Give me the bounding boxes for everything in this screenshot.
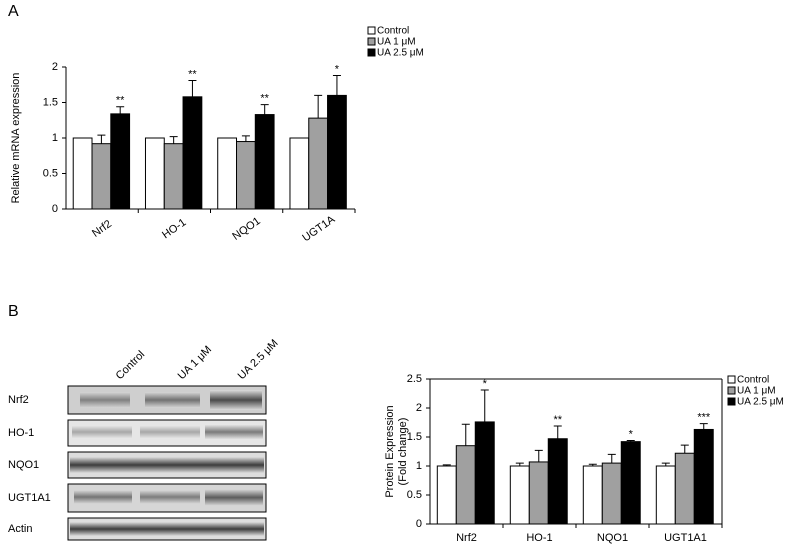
bar [547,438,568,525]
bar [582,465,603,525]
legend-label: UA 2.5 μM [377,48,424,59]
y-tick-label: 1 [416,460,422,472]
legend-label: Control [377,26,409,37]
error-bar [332,75,341,96]
legend-label: UA 2.5 μM [737,397,784,408]
legend-swatch [367,48,376,57]
error-bar [553,425,562,439]
error-bar [607,453,616,464]
error-bar [169,136,178,144]
significance-label: * [483,378,488,390]
y-tick-label: 0 [416,518,422,530]
y-tick-label: 1.5 [43,96,58,108]
y-tick-label: 2 [416,402,422,414]
error-bar [661,462,670,466]
y-tick-label: 2.5 [407,373,422,385]
significance-label: *** [697,412,711,424]
bar [528,461,549,525]
significance-label: ** [553,414,562,426]
x-tick-label: NQO1 [597,532,628,544]
blot-column-label: Control [114,349,148,383]
x-tick-label: HO-1 [526,532,552,544]
bar [289,137,310,210]
bar [308,117,329,210]
legend-label: Control [737,375,769,386]
bar [509,465,530,525]
x-tick-label: UGT1A1 [664,532,707,544]
blot-column-label: UA 1 μM [176,344,214,382]
bar [217,137,238,210]
y-axis-label: Protein Expression [384,405,396,497]
blot-row-label: Nrf2 [8,394,29,406]
error-bar [699,423,708,430]
x-tick-label: Nrf2 [456,532,477,544]
error-bar [188,79,197,97]
bar [182,96,203,210]
error-bar [480,389,489,422]
significance-label: ** [116,95,125,107]
bar [474,421,495,525]
x-tick-label: NQO1 [230,215,262,243]
error-bar [260,104,269,115]
error-bar [534,449,543,462]
legend-swatch [367,37,376,46]
significance-label: ** [260,93,269,105]
bar [455,445,476,525]
panel-label: A [8,3,19,20]
significance-label: ** [188,68,197,80]
bar [144,137,165,210]
panel-label: B [8,303,19,320]
blot-column-label: UA 2.5 μM [236,337,281,382]
blot-row-label: NQO1 [8,459,39,471]
bar [110,113,131,210]
legend-label: UA 1 μM [377,37,416,48]
x-tick-label: HO-1 [160,216,188,241]
bar [327,94,347,210]
error-bar [515,462,524,466]
error-bar [314,94,323,119]
y-tick-label: 2 [52,61,58,73]
bar [655,465,676,525]
bar [254,114,275,210]
error-bar [626,439,635,442]
blot-row-label: UGT1A1 [8,492,51,504]
y-tick-label: 1.5 [407,431,422,443]
blot-row-label: Actin [8,523,32,535]
significance-label: * [335,63,340,75]
y-axis-label: Relative mRNA expression [10,73,22,204]
bar [436,465,457,525]
significance-label: * [629,428,634,440]
bar [236,141,256,210]
y-tick-label: 0.5 [407,489,422,501]
error-bar [588,463,597,466]
legend-swatch [727,397,736,406]
bar [163,143,184,210]
bar [91,143,112,210]
blot-row-label: HO-1 [8,427,34,439]
bar [620,441,641,525]
y-tick-label: 1 [52,132,58,144]
legend-label: UA 1 μM [737,386,776,397]
legend-swatch [727,386,736,395]
bar [72,137,93,210]
error-bar [241,135,250,142]
error-bar [442,464,451,466]
legend-swatch [367,26,376,35]
x-tick-label: Nrf2 [90,218,114,240]
bar [601,462,622,525]
y-tick-label: 0.5 [43,167,58,179]
x-tick-label: UGT1A [300,213,337,244]
error-bar [116,106,125,114]
y-tick-label: 0 [52,203,58,215]
error-bar [97,134,106,144]
blot [67,385,267,541]
error-bar [680,444,689,454]
y-axis-label: (Fold change) [397,418,409,486]
bar [674,452,695,525]
legend-swatch [727,375,736,384]
bar [693,428,714,525]
error-bar [461,423,470,446]
